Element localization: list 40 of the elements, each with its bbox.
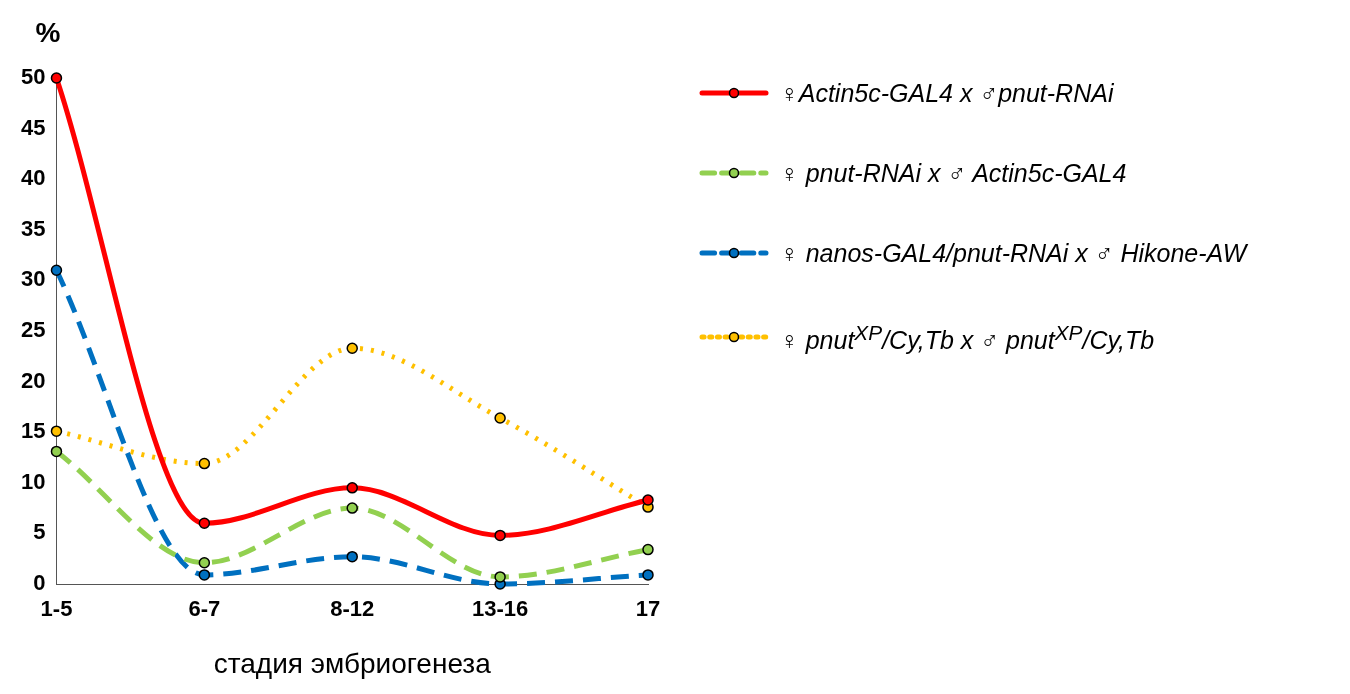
y-tick-label: 20 [20,367,46,393]
legend-label: ♀ pnut$^{XP}$/Cy,Tb x ♂ pnut$^{XP}$/Cy,Tb [780,320,1155,356]
point [50,264,63,277]
y-tick-label: 30 [20,266,46,292]
point [198,517,211,530]
point [346,502,358,514]
point [494,529,506,542]
point [198,569,211,581]
point [50,72,63,84]
legend-label: ♀Actin5c-GAL4 x ♂pnut-RNAi [780,78,1114,108]
point [642,569,654,581]
y-tick-label: 15 [20,418,46,444]
point [50,445,63,458]
y-tick-label: 10 [20,468,46,494]
y-tick-label: 50 [20,64,46,90]
point [346,482,358,494]
point [494,412,506,424]
legend-label: ♀ pnut-RNAi x ♂ Actin5c-GAL4 [780,158,1127,188]
y-tick-label: 35 [20,215,46,241]
y-tick-label: 5 [33,519,46,545]
x-tick-label: 17 [635,596,661,622]
y-tick-label: 40 [20,165,46,191]
point [198,457,211,470]
x-axis-title: стадия эмбриогенеза [213,647,492,679]
point [494,571,506,583]
point [198,557,211,569]
y-tick-label: 0 [33,570,46,596]
x-tick-label: 13-16 [471,596,529,622]
point [346,550,358,563]
y-tick-label: 45 [20,114,46,140]
x-tick-label: 1-5 [40,596,73,622]
point [642,543,654,556]
point [50,425,63,437]
legend-label: ♀ nanos-GAL4/pnut-RNAi x ♂ Hikone-AW [780,238,1247,268]
x-tick-label: 8-12 [330,596,375,622]
y-tick-label: 25 [20,317,46,343]
x-tick-label: 6-7 [188,596,221,622]
point [642,494,654,506]
point [346,342,358,354]
y-axis-title: % [35,16,61,48]
